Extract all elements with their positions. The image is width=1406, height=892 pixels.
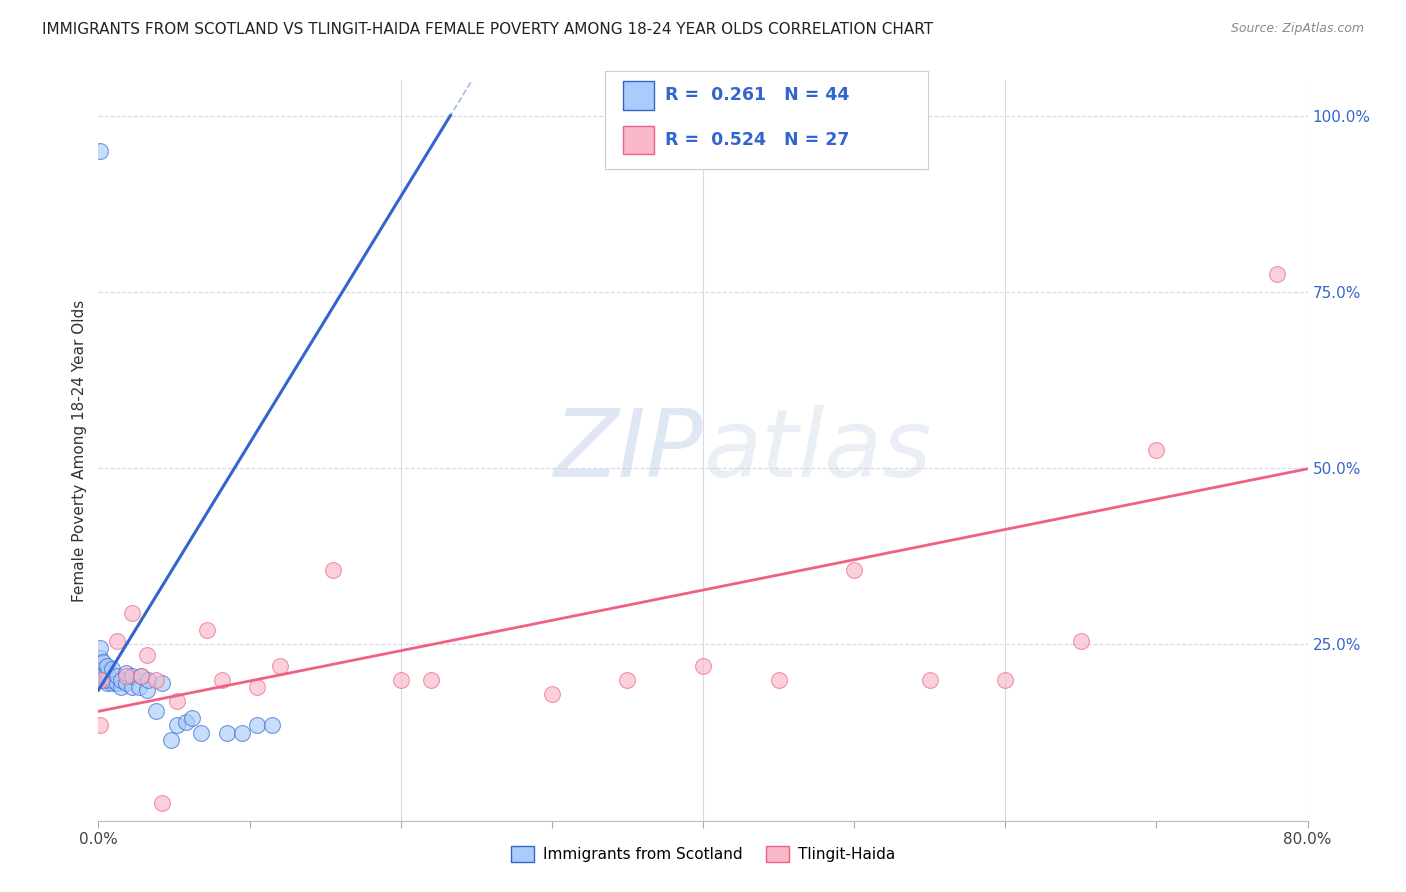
Point [89, 669, 111, 683]
Point [89, 658, 111, 673]
Point [994, 673, 1017, 687]
Point [135, 648, 157, 662]
Point [1144, 443, 1167, 458]
Point [269, 658, 291, 673]
Point [322, 563, 344, 577]
Point [150, 796, 173, 810]
Point [215, 725, 238, 739]
Point [174, 714, 197, 729]
Point [101, 662, 124, 676]
Point [114, 676, 136, 690]
Point [768, 673, 790, 687]
Point [96, 673, 118, 687]
Point [1267, 267, 1289, 281]
Point [101, 676, 124, 690]
Point [166, 718, 188, 732]
Point [89, 718, 111, 732]
Point [231, 725, 253, 739]
Point [96, 676, 118, 690]
Point [90, 673, 112, 687]
Point [918, 673, 941, 687]
Text: ZIP: ZIP [554, 405, 703, 496]
Point [128, 680, 150, 694]
Point [96, 665, 118, 680]
Point [129, 669, 152, 683]
Point [150, 676, 173, 690]
Point [262, 718, 284, 732]
Point [114, 669, 136, 683]
Point [89, 640, 111, 655]
Point [91, 662, 114, 676]
Point [121, 680, 143, 694]
Point [692, 658, 714, 673]
Point [105, 669, 128, 683]
Point [160, 732, 183, 747]
Point [195, 624, 218, 638]
Point [121, 606, 143, 620]
Point [89, 144, 111, 158]
Point [540, 687, 562, 701]
Point [211, 673, 233, 687]
Point [121, 669, 143, 683]
Point [246, 680, 269, 694]
Point [89, 673, 111, 687]
Point [129, 669, 152, 683]
Point [91, 669, 114, 683]
Text: R =  0.261   N = 44: R = 0.261 N = 44 [665, 87, 849, 104]
Point [246, 718, 269, 732]
Point [101, 673, 124, 687]
Point [844, 563, 866, 577]
Point [89, 651, 111, 665]
Point [96, 658, 118, 673]
Point [89, 673, 111, 687]
Point [135, 683, 157, 698]
Point [91, 673, 114, 687]
Point [389, 673, 412, 687]
Point [190, 725, 212, 739]
Point [110, 673, 132, 687]
Point [145, 704, 167, 718]
Point [616, 673, 638, 687]
Point [166, 694, 188, 708]
Point [89, 665, 111, 680]
Point [105, 676, 128, 690]
Text: R =  0.524   N = 27: R = 0.524 N = 27 [665, 131, 849, 149]
Point [89, 662, 111, 676]
Point [91, 673, 114, 687]
Point [114, 665, 136, 680]
Point [105, 633, 128, 648]
Point [1070, 633, 1092, 648]
Legend: Immigrants from Scotland, Tlingit-Haida: Immigrants from Scotland, Tlingit-Haida [505, 840, 901, 869]
Text: atlas: atlas [703, 405, 931, 496]
Point [145, 673, 167, 687]
Point [181, 711, 204, 725]
Text: IMMIGRANTS FROM SCOTLAND VS TLINGIT-HAIDA FEMALE POVERTY AMONG 18-24 YEAR OLDS C: IMMIGRANTS FROM SCOTLAND VS TLINGIT-HAID… [42, 22, 934, 37]
Point [110, 680, 132, 694]
Y-axis label: Female Poverty Among 18-24 Year Olds: Female Poverty Among 18-24 Year Olds [72, 300, 87, 601]
Point [136, 673, 159, 687]
Point [91, 655, 114, 669]
Point [420, 673, 443, 687]
Text: Source: ZipAtlas.com: Source: ZipAtlas.com [1230, 22, 1364, 36]
